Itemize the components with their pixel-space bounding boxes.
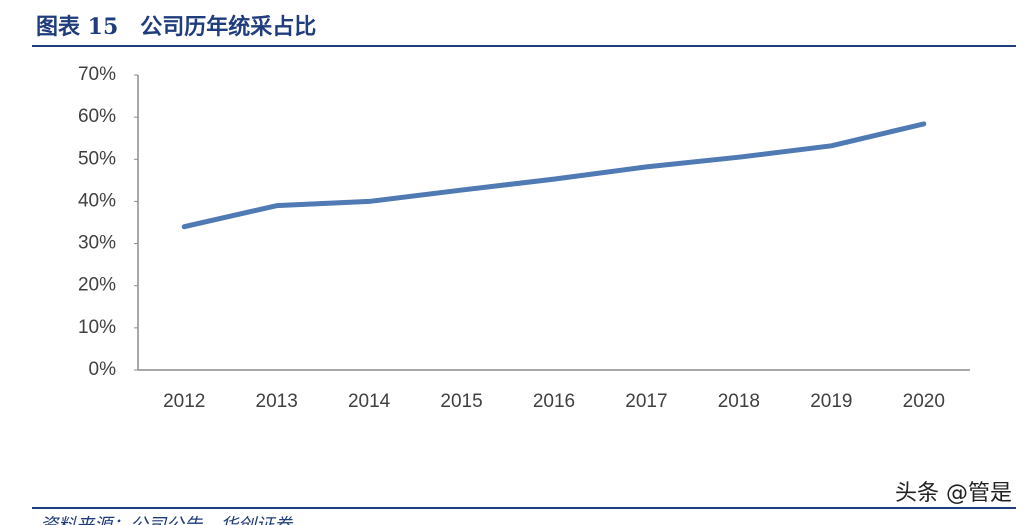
- y-tick-label: 40%: [78, 190, 116, 211]
- x-tick-label: 2015: [440, 391, 482, 412]
- line-series: [181, 121, 927, 230]
- x-tick-label: 2020: [903, 391, 945, 412]
- x-tick-label: 2018: [718, 391, 760, 412]
- y-tick-label: 10%: [78, 317, 116, 338]
- x-tick-label: 2013: [256, 391, 298, 412]
- y-tick-label: 20%: [78, 275, 116, 296]
- y-tick-label: 50%: [78, 148, 116, 169]
- x-tick-label: 2017: [625, 391, 667, 412]
- source-note: 资料来源：公司公告，华创证券: [40, 515, 294, 525]
- watermark: 头条 @管是: [895, 481, 1012, 506]
- y-tick-label: 70%: [78, 64, 116, 85]
- x-tick-label: 2016: [533, 391, 575, 412]
- x-tick-label: 2012: [163, 391, 205, 412]
- x-tick-label: 2019: [810, 391, 852, 412]
- y-tick-label: 60%: [78, 106, 116, 127]
- y-tick-label: 0%: [89, 359, 117, 380]
- y-tick-label: 30%: [78, 233, 116, 254]
- x-tick-label: 2014: [348, 391, 391, 412]
- chart-title: 图表 15 公司历年统采占比: [36, 14, 316, 40]
